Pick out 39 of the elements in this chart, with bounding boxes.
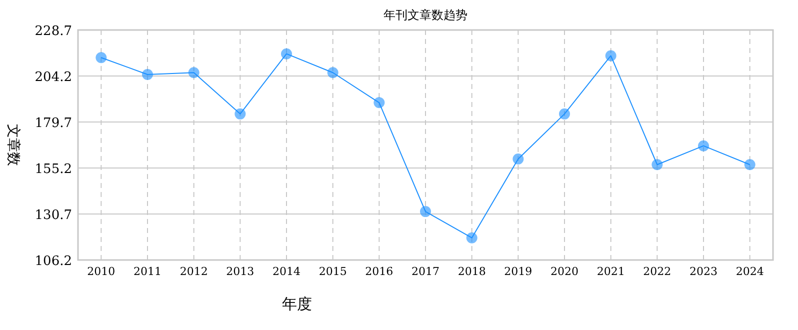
x-tick-label: 2010 xyxy=(87,265,116,278)
y-tick-label: 204.2 xyxy=(34,70,72,85)
point xyxy=(374,97,385,108)
x-tick-label: 2018 xyxy=(458,265,486,278)
point xyxy=(559,108,570,120)
point xyxy=(698,140,709,152)
y-tick-label: 130.7 xyxy=(34,208,72,223)
point xyxy=(327,67,338,78)
x-tick-label: 2012 xyxy=(180,265,208,278)
chart-title: 年刊文章数趋势 xyxy=(384,8,468,22)
x-tick-label: 2019 xyxy=(504,265,532,278)
x-tick-label: 2021 xyxy=(596,265,625,278)
point xyxy=(188,67,200,78)
point xyxy=(96,52,107,64)
x-tick-label: 2015 xyxy=(318,265,347,278)
x-tick-label: 2013 xyxy=(226,265,254,278)
point xyxy=(466,232,478,244)
y-tick-label: 179.7 xyxy=(34,116,72,131)
point xyxy=(652,159,663,170)
x-tick-label: 2011 xyxy=(134,265,162,278)
y-tick-label: 155.2 xyxy=(34,162,72,177)
point xyxy=(234,108,246,120)
y-axis-title: 文章数 xyxy=(5,124,21,166)
x-tick-label: 2017 xyxy=(412,265,440,278)
x-tick-label: 2016 xyxy=(365,265,394,278)
point xyxy=(142,69,153,80)
point xyxy=(744,159,756,170)
y-tick-label: 228.7 xyxy=(34,24,72,39)
x-tick-label: 2023 xyxy=(690,265,718,278)
x-tick-label: 2024 xyxy=(736,265,764,278)
point xyxy=(512,153,524,164)
x-tick-label: 2014 xyxy=(272,265,300,278)
point xyxy=(605,50,616,62)
x-axis-title: 年度 xyxy=(282,295,312,313)
x-tick-label: 2022 xyxy=(643,265,672,278)
x-tick-label: 2020 xyxy=(550,265,578,278)
y-tick-label: 106.2 xyxy=(34,254,72,269)
point xyxy=(281,48,292,60)
point xyxy=(420,206,431,218)
